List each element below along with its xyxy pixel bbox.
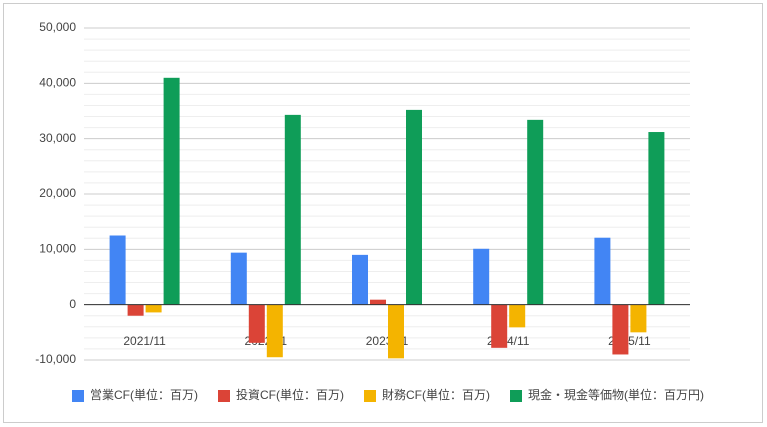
bar: [127, 304, 144, 316]
bar: [473, 248, 490, 305]
bar: [145, 304, 162, 313]
bar: [230, 252, 247, 305]
y-tick-label: 0: [69, 297, 76, 311]
bar: [352, 254, 368, 305]
legend-swatch: [510, 390, 522, 402]
bar: [509, 304, 526, 328]
legend-swatch: [72, 390, 84, 402]
bar: [284, 114, 301, 305]
y-tick-label: -10,000: [35, 352, 76, 366]
bar: [648, 132, 665, 305]
bar: [612, 304, 629, 355]
bar: [109, 235, 126, 305]
chart-frame: [3, 3, 763, 423]
legend-label: 投資CF(単位：百万): [236, 387, 344, 402]
bar: [248, 304, 265, 343]
bar: [491, 304, 508, 348]
x-tick-label: 2021/11: [123, 334, 166, 348]
bar: [527, 119, 544, 305]
y-tick-label: 20,000: [39, 186, 76, 200]
bar: [266, 304, 283, 358]
legend-label: 財務CF(単位：百万): [382, 387, 490, 402]
legend-label: 現金・現金等価物(単位：百万円): [528, 387, 704, 402]
y-tick-label: 10,000: [39, 242, 76, 256]
bar: [370, 299, 386, 305]
y-tick-label: 40,000: [39, 76, 76, 90]
legend-label: 営業CF(単位：百万): [90, 387, 198, 402]
legend-swatch: [218, 390, 230, 402]
y-tick-label: 50,000: [39, 20, 76, 34]
bar: [388, 304, 404, 359]
y-tick-label: 30,000: [39, 131, 76, 145]
bar: [630, 304, 647, 333]
bar: [163, 77, 180, 305]
bar: [594, 237, 611, 305]
bar: [406, 109, 422, 305]
legend-swatch: [364, 390, 376, 402]
